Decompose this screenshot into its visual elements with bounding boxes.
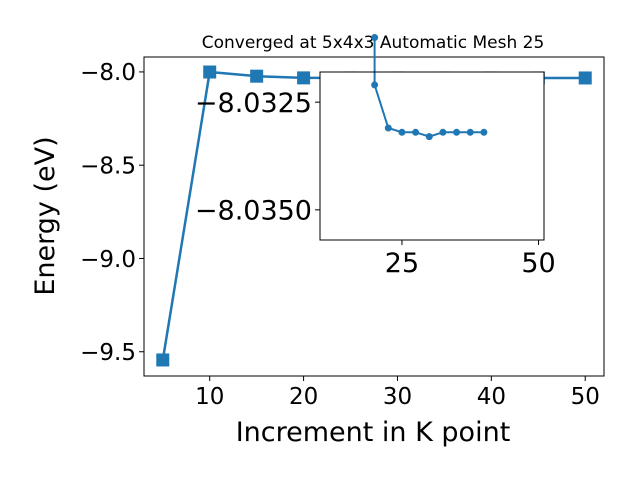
main-data-point bbox=[578, 71, 592, 85]
inset-marks bbox=[371, 34, 488, 141]
inset-data-point bbox=[466, 128, 474, 136]
inset-x-ticks: 25 50 bbox=[385, 240, 556, 279]
main-data-point bbox=[156, 353, 170, 367]
inset-data-point bbox=[412, 128, 420, 136]
main-y-tick-label: −8.5 bbox=[80, 153, 136, 179]
main-y-tick-label: −9.0 bbox=[80, 247, 136, 273]
inset-background bbox=[320, 72, 544, 240]
inset-data-point bbox=[398, 128, 406, 136]
y-axis-label: Energy (eV) bbox=[30, 136, 61, 295]
inset-x-tick-label: 25 bbox=[385, 248, 419, 279]
inset-data-point bbox=[384, 124, 392, 132]
inset-data-point bbox=[439, 128, 447, 136]
main-x-tick-label: 10 bbox=[195, 384, 224, 410]
main-y-tick-label: −9.5 bbox=[80, 340, 136, 366]
inset-series-line bbox=[373, 37, 484, 138]
main-x-tick-label: 50 bbox=[571, 384, 600, 410]
inset-data-point bbox=[480, 128, 488, 136]
main-x-tick-label: 40 bbox=[477, 384, 506, 410]
main-data-point bbox=[297, 71, 311, 85]
main-x-tick-label: 30 bbox=[383, 384, 412, 410]
inset-y-tick-label: −8.0325 bbox=[195, 88, 312, 119]
inset-x-tick-label: 50 bbox=[521, 248, 555, 279]
chart-title: Converged at 5x4x3 Automatic Mesh 25 bbox=[202, 33, 545, 53]
inset-data-point bbox=[371, 81, 379, 89]
main-data-point bbox=[203, 65, 217, 79]
main-x-ticks: 10 20 30 40 50 bbox=[195, 376, 600, 410]
inset-data-point bbox=[453, 128, 461, 136]
inset-plot-frame bbox=[319, 71, 545, 241]
inset-y-ticks: −8.0350 −8.0325 bbox=[195, 88, 320, 227]
x-axis-label: Increment in K point bbox=[236, 417, 511, 448]
main-x-tick-label: 20 bbox=[289, 384, 318, 410]
inset-y-tick-label: −8.0350 bbox=[195, 196, 312, 227]
inset-data-point bbox=[371, 34, 379, 42]
inset-chart: 25 50 −8.0350 −8.0325 bbox=[195, 34, 556, 279]
inset-data-point bbox=[425, 133, 433, 141]
main-y-ticks: −8.0 −8.5 −9.0 −9.5 bbox=[80, 60, 144, 366]
main-data-point bbox=[250, 69, 264, 83]
main-y-tick-label: −8.0 bbox=[80, 60, 136, 86]
